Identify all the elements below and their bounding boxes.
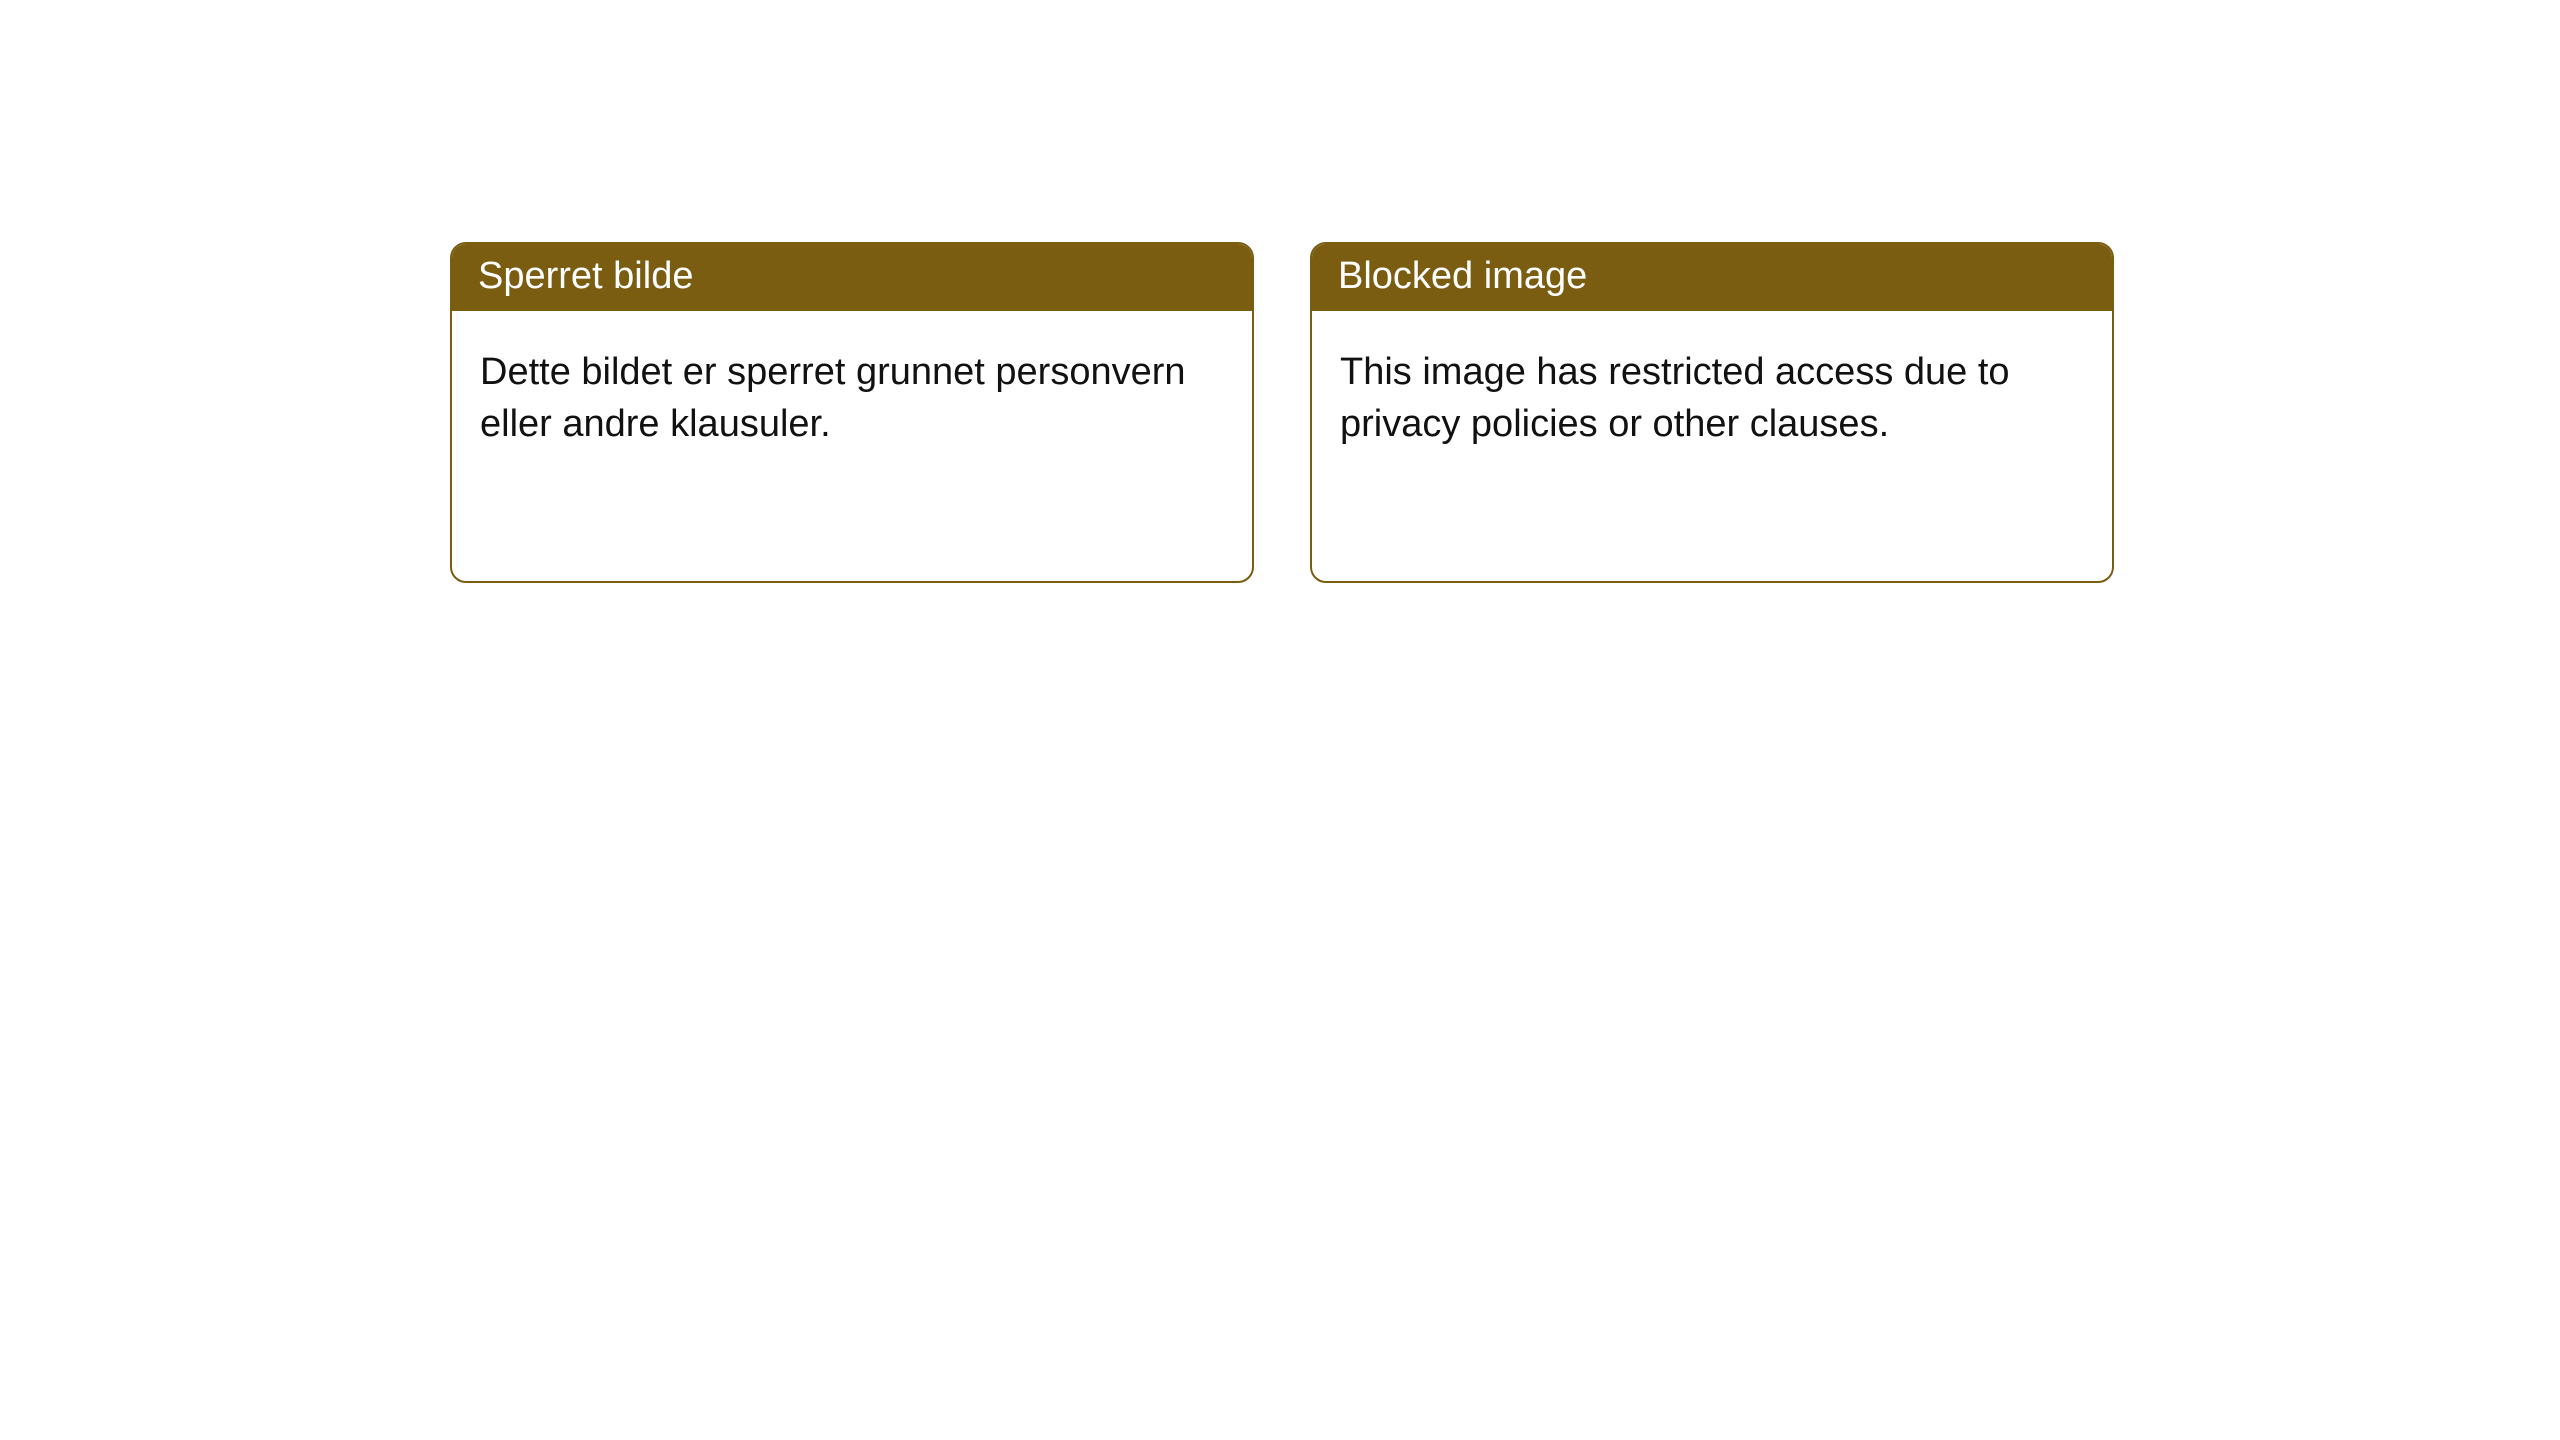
notice-card-norwegian: Sperret bilde Dette bildet er sperret gr…: [450, 242, 1254, 583]
notice-header-norwegian: Sperret bilde: [452, 244, 1252, 311]
notice-card-english: Blocked image This image has restricted …: [1310, 242, 2114, 583]
notice-header-english: Blocked image: [1312, 244, 2112, 311]
notice-container: Sperret bilde Dette bildet er sperret gr…: [0, 0, 2560, 583]
notice-body-norwegian: Dette bildet er sperret grunnet personve…: [452, 311, 1252, 581]
notice-body-english: This image has restricted access due to …: [1312, 311, 2112, 581]
